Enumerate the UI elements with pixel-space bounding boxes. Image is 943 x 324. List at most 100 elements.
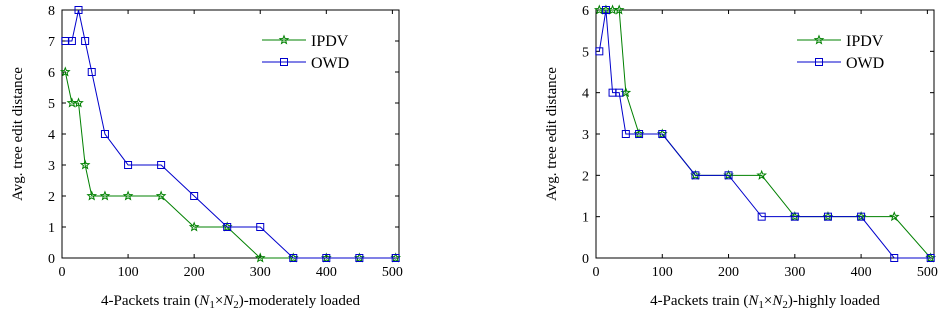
x-tick-label: 0: [593, 265, 600, 280]
y-tick-label: 5: [582, 45, 589, 60]
data-point-ipdv: [613, 4, 625, 15]
data-point-owd: [595, 47, 604, 56]
data-point-ipdv: [155, 190, 167, 201]
plot-frame: [61, 9, 400, 259]
x-axis-label-part: )-highly loaded: [788, 293, 881, 309]
data-point-owd: [658, 130, 667, 138]
data-point-owd: [601, 6, 610, 14]
legend-entry-ipdv: IPDV: [797, 33, 884, 50]
data-point-owd: [724, 171, 733, 180]
x-axis-label: 4-Packets train (N1×N2)-moderately loade…: [101, 293, 361, 311]
x-axis-label-part: 1: [758, 299, 764, 311]
data-point-owd: [74, 6, 83, 14]
data-point-owd: [157, 161, 166, 169]
y-tick-label: 0: [582, 252, 589, 267]
legend-label: OWD: [311, 55, 349, 72]
legend-entry-owd: OWD: [262, 55, 349, 72]
data-point-owd: [124, 161, 133, 169]
data-point-owd: [223, 223, 232, 231]
legend-label: IPDV: [311, 33, 349, 50]
x-tick-label: 400: [316, 265, 337, 280]
y-tick-label: 6: [48, 66, 55, 81]
legend-marker: [815, 58, 823, 66]
x-axis-label-part: N: [198, 293, 210, 309]
x-axis-label-part: )-moderately loaded: [239, 293, 361, 309]
x-axis-label-part: 4-Packets train (: [650, 293, 748, 309]
data-point-owd: [81, 37, 90, 45]
data-point-owd: [621, 130, 630, 138]
y-tick-label: 8: [48, 4, 55, 19]
y-tick-label: 7: [48, 35, 55, 50]
data-point-ipdv: [79, 159, 91, 170]
data-point-ipdv: [888, 211, 900, 222]
y-tick-label: 6: [582, 4, 589, 19]
legend-marker: [813, 34, 825, 45]
x-axis-label: 4-Packets train (N1×N2)-highly loaded: [650, 293, 880, 311]
x-tick-label: 200: [718, 265, 739, 280]
x-axis-label-part: N: [222, 293, 234, 309]
data-point-ipdv: [188, 221, 200, 232]
series-line-owd: [65, 9, 396, 259]
x-axis-label-part: 1: [209, 299, 215, 311]
y-axis-label: Avg. tree edit distance: [10, 67, 26, 201]
legend-entry-ipdv: IPDV: [262, 33, 349, 50]
y-tick-label: 4: [48, 128, 55, 143]
data-point-ipdv: [86, 190, 98, 201]
x-tick-label: 300: [250, 265, 271, 280]
y-tick-label: 1: [48, 221, 55, 236]
chart-panel-1: 0 100 200 300 400 500 0 1 2 3 4 5 6 7 8 IPDV OWD Avg. tre…: [10, 4, 403, 311]
x-axis-label-part: N: [747, 293, 759, 309]
data-point-owd: [790, 212, 799, 221]
data-point-owd: [635, 130, 644, 138]
legend-marker: [280, 58, 288, 66]
data-point-owd: [87, 68, 96, 76]
x-tick-label: 100: [118, 265, 139, 280]
y-tick-label: 2: [48, 190, 55, 205]
series-owd: [595, 6, 935, 262]
x-tick-label: 500: [382, 265, 403, 280]
data-point-owd: [355, 254, 364, 262]
x-tick-label: 400: [851, 265, 872, 280]
data-point-ipdv: [99, 190, 111, 201]
data-point-owd: [190, 192, 199, 200]
x-tick-label: 0: [59, 265, 66, 280]
data-point-owd: [289, 254, 298, 262]
chart-panel-2: 0 100 200 300 400 500 0 1 2 3 4 5 6 IPDV OWD Avg. tree …: [544, 4, 938, 311]
legend-label: IPDV: [846, 33, 884, 50]
data-point-owd: [615, 88, 624, 97]
legend-label: OWD: [846, 55, 884, 72]
data-point-ipdv: [73, 97, 84, 108]
data-point-owd: [100, 130, 109, 138]
data-point-owd: [691, 171, 700, 180]
x-axis-label-part: N: [771, 293, 783, 309]
data-point-owd: [757, 212, 766, 221]
x-axis-label-part: 4-Packets train (: [101, 293, 199, 309]
series-line-owd: [598, 9, 931, 259]
data-point-owd: [823, 212, 832, 221]
x-tick-label: 500: [917, 265, 938, 280]
data-point-owd: [256, 223, 265, 231]
legend-marker: [278, 34, 290, 45]
data-point-ipdv: [122, 190, 134, 201]
y-tick-label: 5: [48, 97, 55, 112]
x-tick-label: 300: [784, 265, 805, 280]
y-tick-label: 3: [48, 159, 55, 174]
y-tick-label: 4: [582, 87, 589, 102]
x-axis-label-part: 2: [233, 299, 239, 311]
series-owd: [61, 6, 400, 262]
y-tick-label: 3: [582, 128, 589, 143]
data-point-owd: [322, 254, 331, 262]
data-point-owd: [890, 254, 899, 262]
series-ipdv: [59, 66, 402, 263]
y-tick-label: 0: [48, 252, 55, 267]
legend-entry-owd: OWD: [797, 55, 884, 72]
x-axis-label-part: ×: [764, 293, 772, 309]
data-point-owd: [67, 37, 76, 45]
x-axis-label-part: ×: [215, 293, 223, 309]
data-point-ipdv: [254, 252, 266, 263]
y-tick-label: 2: [582, 169, 589, 184]
data-point-ipdv: [756, 169, 768, 180]
data-point-owd: [926, 254, 935, 262]
x-tick-label: 100: [652, 265, 673, 280]
